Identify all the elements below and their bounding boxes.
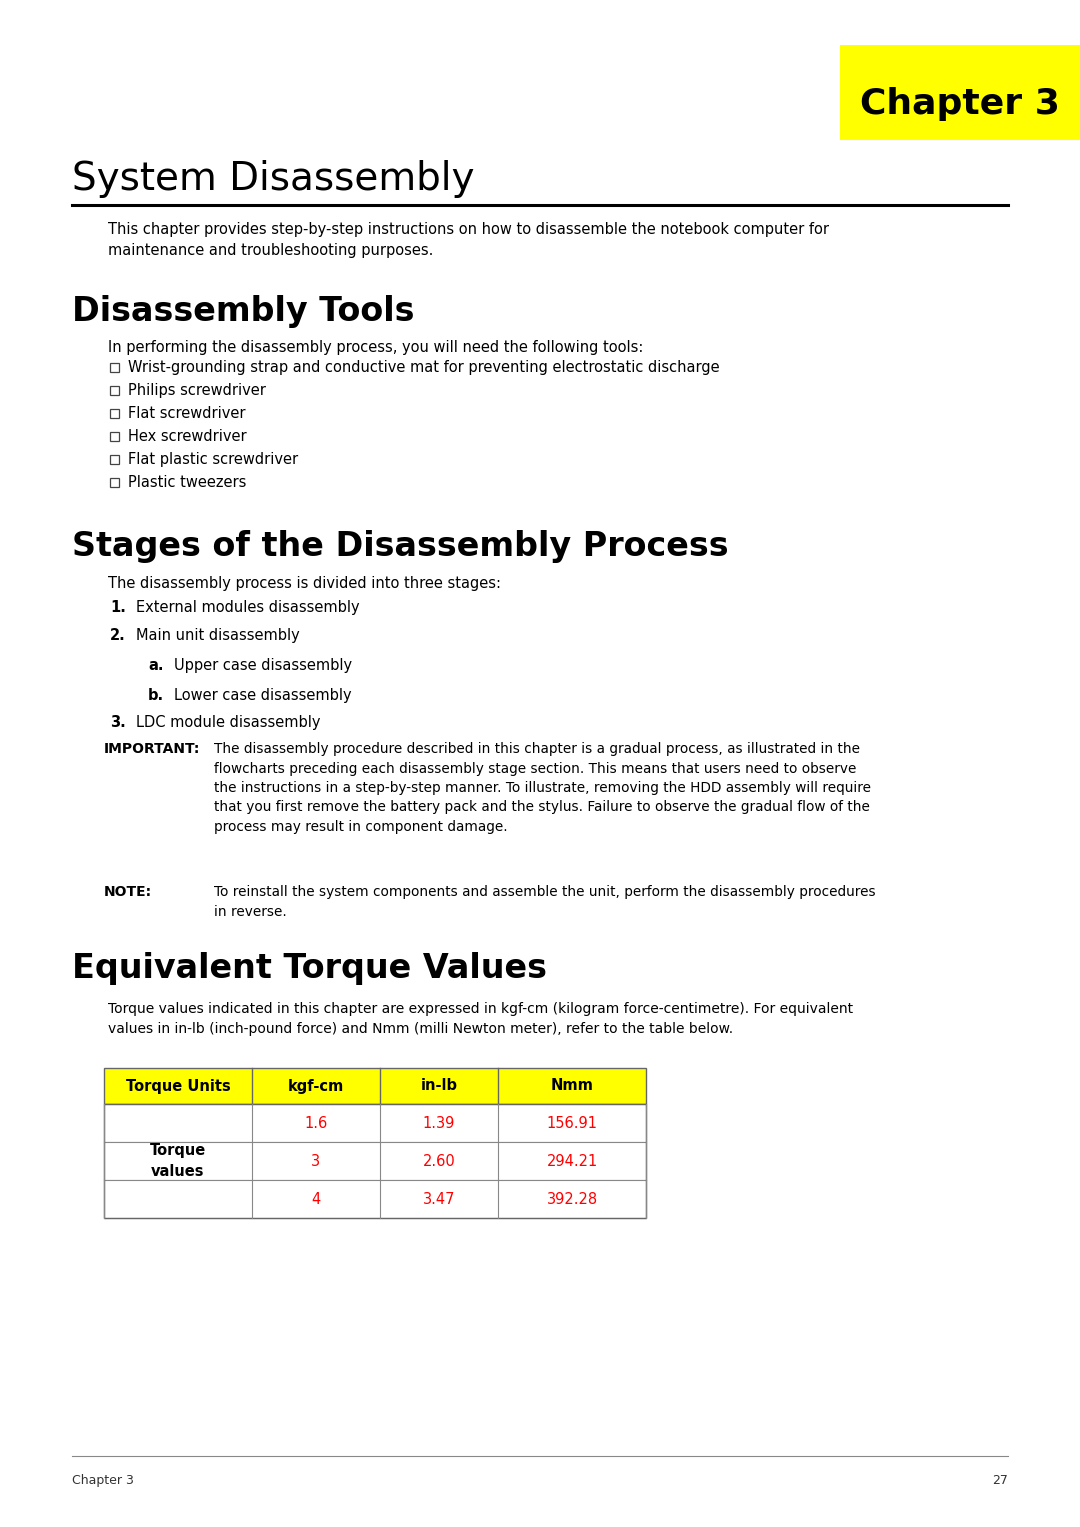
Text: Upper case disassembly: Upper case disassembly — [174, 658, 352, 673]
Text: 2.: 2. — [110, 628, 125, 643]
Text: 392.28: 392.28 — [546, 1191, 597, 1206]
Text: b.: b. — [148, 689, 164, 702]
Text: 2.60: 2.60 — [422, 1153, 456, 1168]
Text: To reinstall the system components and assemble the unit, perform the disassembl: To reinstall the system components and a… — [214, 886, 876, 919]
Text: Equivalent Torque Values: Equivalent Torque Values — [72, 951, 546, 985]
Text: The disassembly procedure described in this chapter is a gradual process, as ill: The disassembly procedure described in t… — [214, 742, 870, 834]
Text: 27: 27 — [993, 1474, 1008, 1487]
Text: 1.39: 1.39 — [422, 1116, 455, 1130]
Bar — [110, 432, 119, 441]
Text: 3: 3 — [311, 1153, 321, 1168]
Text: The disassembly process is divided into three stages:: The disassembly process is divided into … — [108, 576, 501, 591]
Bar — [104, 1104, 646, 1142]
Text: Torque Units: Torque Units — [125, 1078, 230, 1093]
Bar — [840, 44, 1080, 140]
Text: Philips screwdriver: Philips screwdriver — [129, 383, 266, 399]
Text: 4: 4 — [311, 1191, 321, 1206]
Text: Plastic tweezers: Plastic tweezers — [129, 475, 246, 490]
Text: Disassembly Tools: Disassembly Tools — [72, 295, 415, 328]
Bar — [110, 409, 119, 418]
Bar — [110, 386, 119, 395]
Text: Nmm: Nmm — [551, 1078, 593, 1093]
Text: IMPORTANT:: IMPORTANT: — [104, 742, 201, 756]
Text: Chapter 3: Chapter 3 — [860, 87, 1059, 121]
Bar — [104, 1104, 646, 1107]
Text: 1.6: 1.6 — [305, 1116, 327, 1130]
Text: Main unit disassembly: Main unit disassembly — [136, 628, 300, 643]
Bar — [110, 363, 119, 373]
Text: kgf-cm: kgf-cm — [288, 1078, 345, 1093]
Text: In performing the disassembly process, you will need the following tools:: In performing the disassembly process, y… — [108, 341, 644, 354]
Text: a.: a. — [148, 658, 163, 673]
Text: Hex screwdriver: Hex screwdriver — [129, 429, 246, 444]
Text: in-lb: in-lb — [420, 1078, 458, 1093]
Bar — [104, 1067, 646, 1104]
Text: 156.91: 156.91 — [546, 1116, 597, 1130]
Text: 1.: 1. — [110, 600, 126, 615]
Text: 3.47: 3.47 — [422, 1191, 456, 1206]
Text: Flat screwdriver: Flat screwdriver — [129, 406, 245, 421]
Text: LDC module disassembly: LDC module disassembly — [136, 715, 321, 730]
Text: Wrist-grounding strap and conductive mat for preventing electrostatic discharge: Wrist-grounding strap and conductive mat… — [129, 360, 719, 376]
Text: Lower case disassembly: Lower case disassembly — [174, 689, 352, 702]
Bar — [104, 1180, 646, 1219]
Bar — [104, 1104, 646, 1219]
Text: 3.: 3. — [110, 715, 125, 730]
Text: Torque
values: Torque values — [150, 1144, 206, 1179]
Text: 294.21: 294.21 — [546, 1153, 597, 1168]
Bar — [110, 455, 119, 464]
Text: System Disassembly: System Disassembly — [72, 160, 474, 199]
Text: Torque values indicated in this chapter are expressed in kgf-cm (kilogram force-: Torque values indicated in this chapter … — [108, 1002, 853, 1035]
Text: This chapter provides step-by-step instructions on how to disassemble the notebo: This chapter provides step-by-step instr… — [108, 221, 829, 258]
Bar — [110, 478, 119, 487]
Text: Chapter 3: Chapter 3 — [72, 1474, 134, 1487]
Text: NOTE:: NOTE: — [104, 886, 152, 899]
Text: Flat plastic screwdriver: Flat plastic screwdriver — [129, 452, 298, 467]
Text: Stages of the Disassembly Process: Stages of the Disassembly Process — [72, 530, 729, 563]
Bar — [104, 1142, 646, 1180]
Text: External modules disassembly: External modules disassembly — [136, 600, 360, 615]
